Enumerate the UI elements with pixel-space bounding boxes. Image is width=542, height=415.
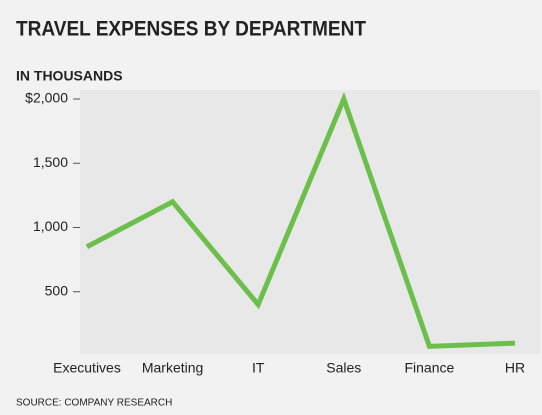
- chart-title: TRAVEL EXPENSES BY DEPARTMENT: [16, 18, 366, 41]
- chart-subtitle: IN THOUSANDS: [16, 68, 123, 84]
- x-tick-label: IT: [252, 360, 265, 376]
- y-tick-label: 1,500: [33, 154, 68, 170]
- data-line: [85, 91, 516, 349]
- y-tick-label: $2,000: [25, 90, 68, 106]
- x-tick-label: HR: [505, 360, 525, 376]
- y-tick-label: 500: [45, 282, 69, 298]
- x-tick-label: Sales: [326, 360, 361, 376]
- x-tick-label: Finance: [404, 360, 454, 376]
- source-note: SOURCE: COMPANY RESEARCH: [16, 398, 172, 409]
- x-tick-label: Executives: [53, 360, 121, 376]
- x-tick-label: Marketing: [142, 360, 203, 376]
- y-tick-label: 1,000: [33, 218, 68, 234]
- plot-area: [80, 90, 540, 354]
